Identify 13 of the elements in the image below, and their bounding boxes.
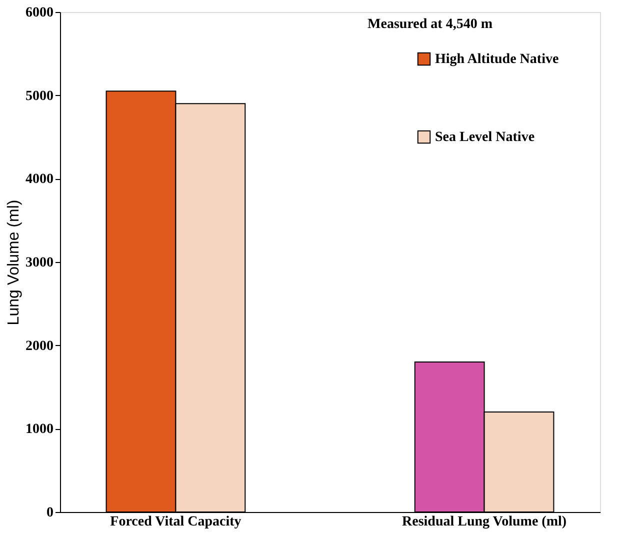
- y-tick-label: 3000: [26, 256, 54, 270]
- y-tick-label: 2000: [26, 338, 54, 354]
- y-tick-label: 6000: [26, 6, 54, 20]
- y-tick-label: 0: [46, 506, 54, 520]
- x-tick-label: Forced Vital Capacity: [110, 514, 242, 530]
- x-tick-label: Residual Lung Volume (ml): [402, 514, 567, 530]
- y-axis-title: Lung Volume (ml): [6, 200, 22, 326]
- legend-label: Sea Level Native: [435, 130, 535, 145]
- legend-label: High Altitude Native: [435, 52, 559, 67]
- y-tick-label: 1000: [26, 422, 54, 438]
- annotation: Measured at 4,540 m: [368, 17, 493, 32]
- y-tick-label: 4000: [26, 172, 54, 188]
- y-tick-label: 5000: [26, 88, 54, 104]
